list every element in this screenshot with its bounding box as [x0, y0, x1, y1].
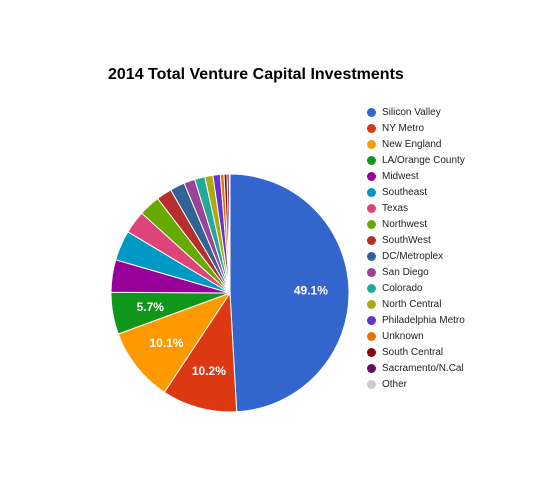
- pie-slice-label-0: 49.1%: [294, 284, 328, 298]
- legend-swatch-3: [367, 155, 376, 165]
- legend-item-13[interactable]: Philadelphia Metro: [367, 312, 465, 328]
- legend-item-5[interactable]: Southeast: [367, 184, 465, 200]
- legend-label-13: Philadelphia Metro: [382, 314, 465, 326]
- legend-item-8[interactable]: SouthWest: [367, 232, 465, 248]
- legend-label-15: South Central: [382, 346, 444, 358]
- legend-label-8: SouthWest: [382, 234, 431, 246]
- legend-swatch-10: [367, 267, 376, 277]
- legend-label-17: Other: [382, 378, 408, 390]
- pie-slices: [110, 173, 350, 413]
- legend-label-2: New England: [382, 138, 442, 150]
- legend-item-15[interactable]: South Central: [367, 344, 465, 360]
- legend-item-4[interactable]: Midwest: [367, 168, 465, 184]
- legend-swatch-13: [367, 315, 376, 325]
- legend-swatch-7: [367, 219, 376, 229]
- legend-swatch-5: [367, 187, 376, 197]
- legend-label-14: Unknown: [382, 330, 424, 342]
- pie-slice-1[interactable]: [163, 291, 238, 413]
- legend-item-9[interactable]: DC/Metroplex: [367, 248, 465, 264]
- pie-slice-2[interactable]: [117, 292, 232, 393]
- legend-label-9: DC/Metroplex: [382, 250, 444, 262]
- legend-label-11: Colorado: [382, 282, 423, 294]
- legend-swatch-12: [367, 299, 376, 309]
- legend-swatch-17: [367, 379, 376, 389]
- legend: Silicon Valley NY Metro New England LA/Oran…: [367, 104, 465, 392]
- legend-item-0[interactable]: Silicon Valley: [367, 104, 465, 120]
- legend-label-0: Silicon Valley: [382, 106, 441, 118]
- legend-item-14[interactable]: Unknown: [367, 328, 465, 344]
- legend-label-6: Texas: [382, 202, 409, 214]
- legend-label-1: NY Metro: [382, 122, 425, 134]
- legend-swatch-6: [367, 203, 376, 213]
- legend-swatch-16: [367, 363, 376, 373]
- legend-item-6[interactable]: Texas: [367, 200, 465, 216]
- legend-label-5: Southeast: [382, 186, 428, 198]
- pie-labels: 49.1% 10.2% 10.1% 5.7%: [137, 284, 329, 378]
- chart-title: 2014 Total Venture Capital Investments: [108, 66, 404, 83]
- legend-swatch-9: [367, 251, 376, 261]
- legend-swatch-8: [367, 235, 376, 245]
- legend-swatch-11: [367, 283, 376, 293]
- legend-swatch-4: [367, 171, 376, 181]
- legend-label-3: LA/Orange County: [382, 154, 465, 166]
- legend-item-17[interactable]: Other: [367, 376, 465, 392]
- legend-item-12[interactable]: North Central: [367, 296, 465, 312]
- pie-slice-label-3: 5.7%: [137, 300, 165, 314]
- legend-label-4: Midwest: [382, 170, 419, 182]
- legend-item-11[interactable]: Colorado: [367, 280, 465, 296]
- pie-slice-0[interactable]: [229, 173, 350, 413]
- legend-item-7[interactable]: Northwest: [367, 216, 465, 232]
- pie-slice-label-2: 10.1%: [150, 336, 184, 350]
- legend-item-16[interactable]: Sacramento/N.Cal: [367, 360, 465, 376]
- legend-item-2[interactable]: New England: [367, 136, 465, 152]
- legend-item-3[interactable]: LA/Orange County: [367, 152, 465, 168]
- legend-label-12: North Central: [382, 298, 442, 310]
- legend-swatch-15: [367, 347, 376, 357]
- legend-item-10[interactable]: San Diego: [367, 264, 465, 280]
- legend-swatch-14: [367, 331, 376, 341]
- legend-swatch-1: [367, 123, 376, 133]
- legend-item-1[interactable]: NY Metro: [367, 120, 465, 136]
- legend-swatch-0: [367, 107, 376, 117]
- pie-slice-label-1: 10.2%: [192, 364, 226, 378]
- legend-label-7: Northwest: [382, 218, 428, 230]
- pie-slice-17[interactable]: [228, 173, 231, 294]
- legend-swatch-2: [367, 139, 376, 149]
- legend-label-16: Sacramento/N.Cal: [382, 362, 464, 374]
- legend-label-10: San Diego: [382, 266, 429, 278]
